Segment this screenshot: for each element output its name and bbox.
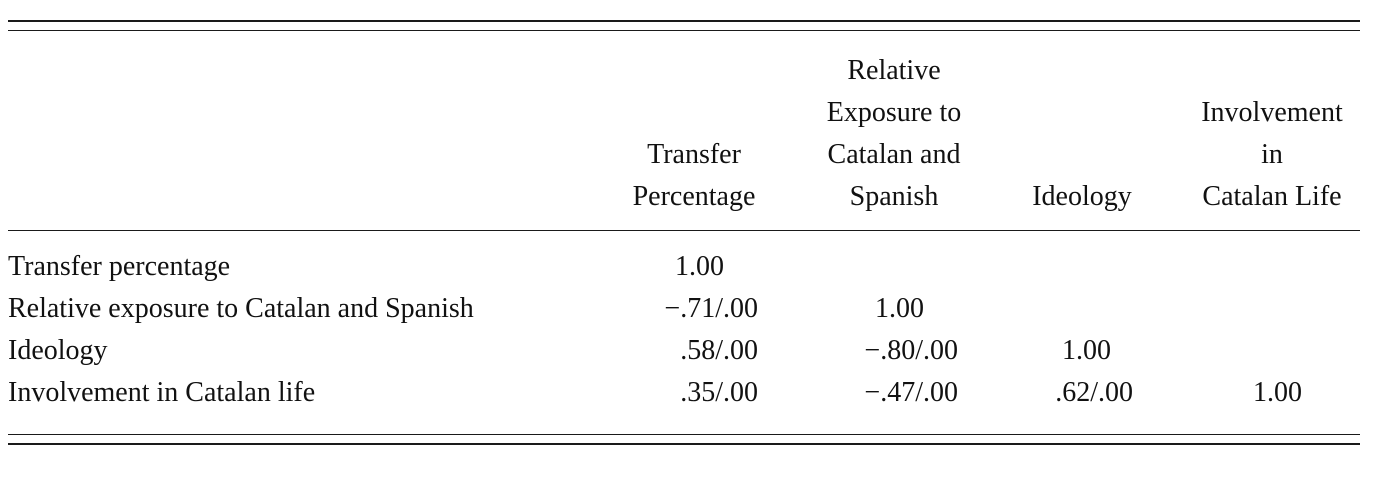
column-header-line: in: [1261, 139, 1283, 170]
table-cell: −.71/.00: [664, 293, 758, 324]
table-cell: .58/.00: [680, 335, 758, 366]
table-cell: 1.00: [675, 251, 724, 282]
table-cell: 1.00: [1062, 335, 1111, 366]
column-header-relative-exposure: Relative Exposure to Catalan and Spanish: [800, 50, 988, 218]
table-cell: −.47/.00: [864, 377, 958, 408]
column-header-line: Catalan Life: [1202, 181, 1342, 212]
column-header-line: Transfer: [647, 139, 741, 170]
top-rule-inner: [8, 30, 1360, 31]
column-header-ideology: Ideology: [1010, 176, 1154, 218]
row-label: Relative exposure to Catalan and Spanish: [8, 293, 474, 324]
column-header-line: Involvement: [1201, 97, 1343, 128]
column-header-line: Spanish: [849, 181, 939, 212]
table-cell: 1.00: [1253, 377, 1302, 408]
column-header-line: Exposure to: [826, 97, 962, 128]
bottom-rule-outer: [8, 443, 1360, 445]
column-header-involvement: Involvement in Catalan Life: [1176, 92, 1368, 218]
table-cell: −.80/.00: [864, 335, 958, 366]
top-rule-outer: [8, 20, 1360, 22]
column-header-line: Ideology: [1032, 181, 1132, 212]
table-cell: .35/.00: [680, 377, 758, 408]
column-header-transfer-percentage: Transfer Percentage: [604, 134, 784, 218]
table-cell: 1.00: [875, 293, 924, 324]
bottom-rule-inner: [8, 434, 1360, 435]
column-header-line: Percentage: [632, 181, 756, 212]
row-label: Involvement in Catalan life: [8, 377, 316, 408]
column-header-line: Catalan and: [827, 139, 961, 170]
row-label: Ideology: [8, 335, 108, 366]
row-label: Transfer percentage: [8, 251, 231, 282]
column-header-line: Relative: [847, 55, 941, 86]
header-rule: [8, 230, 1360, 231]
table-cell: .62/.00: [1055, 377, 1133, 408]
